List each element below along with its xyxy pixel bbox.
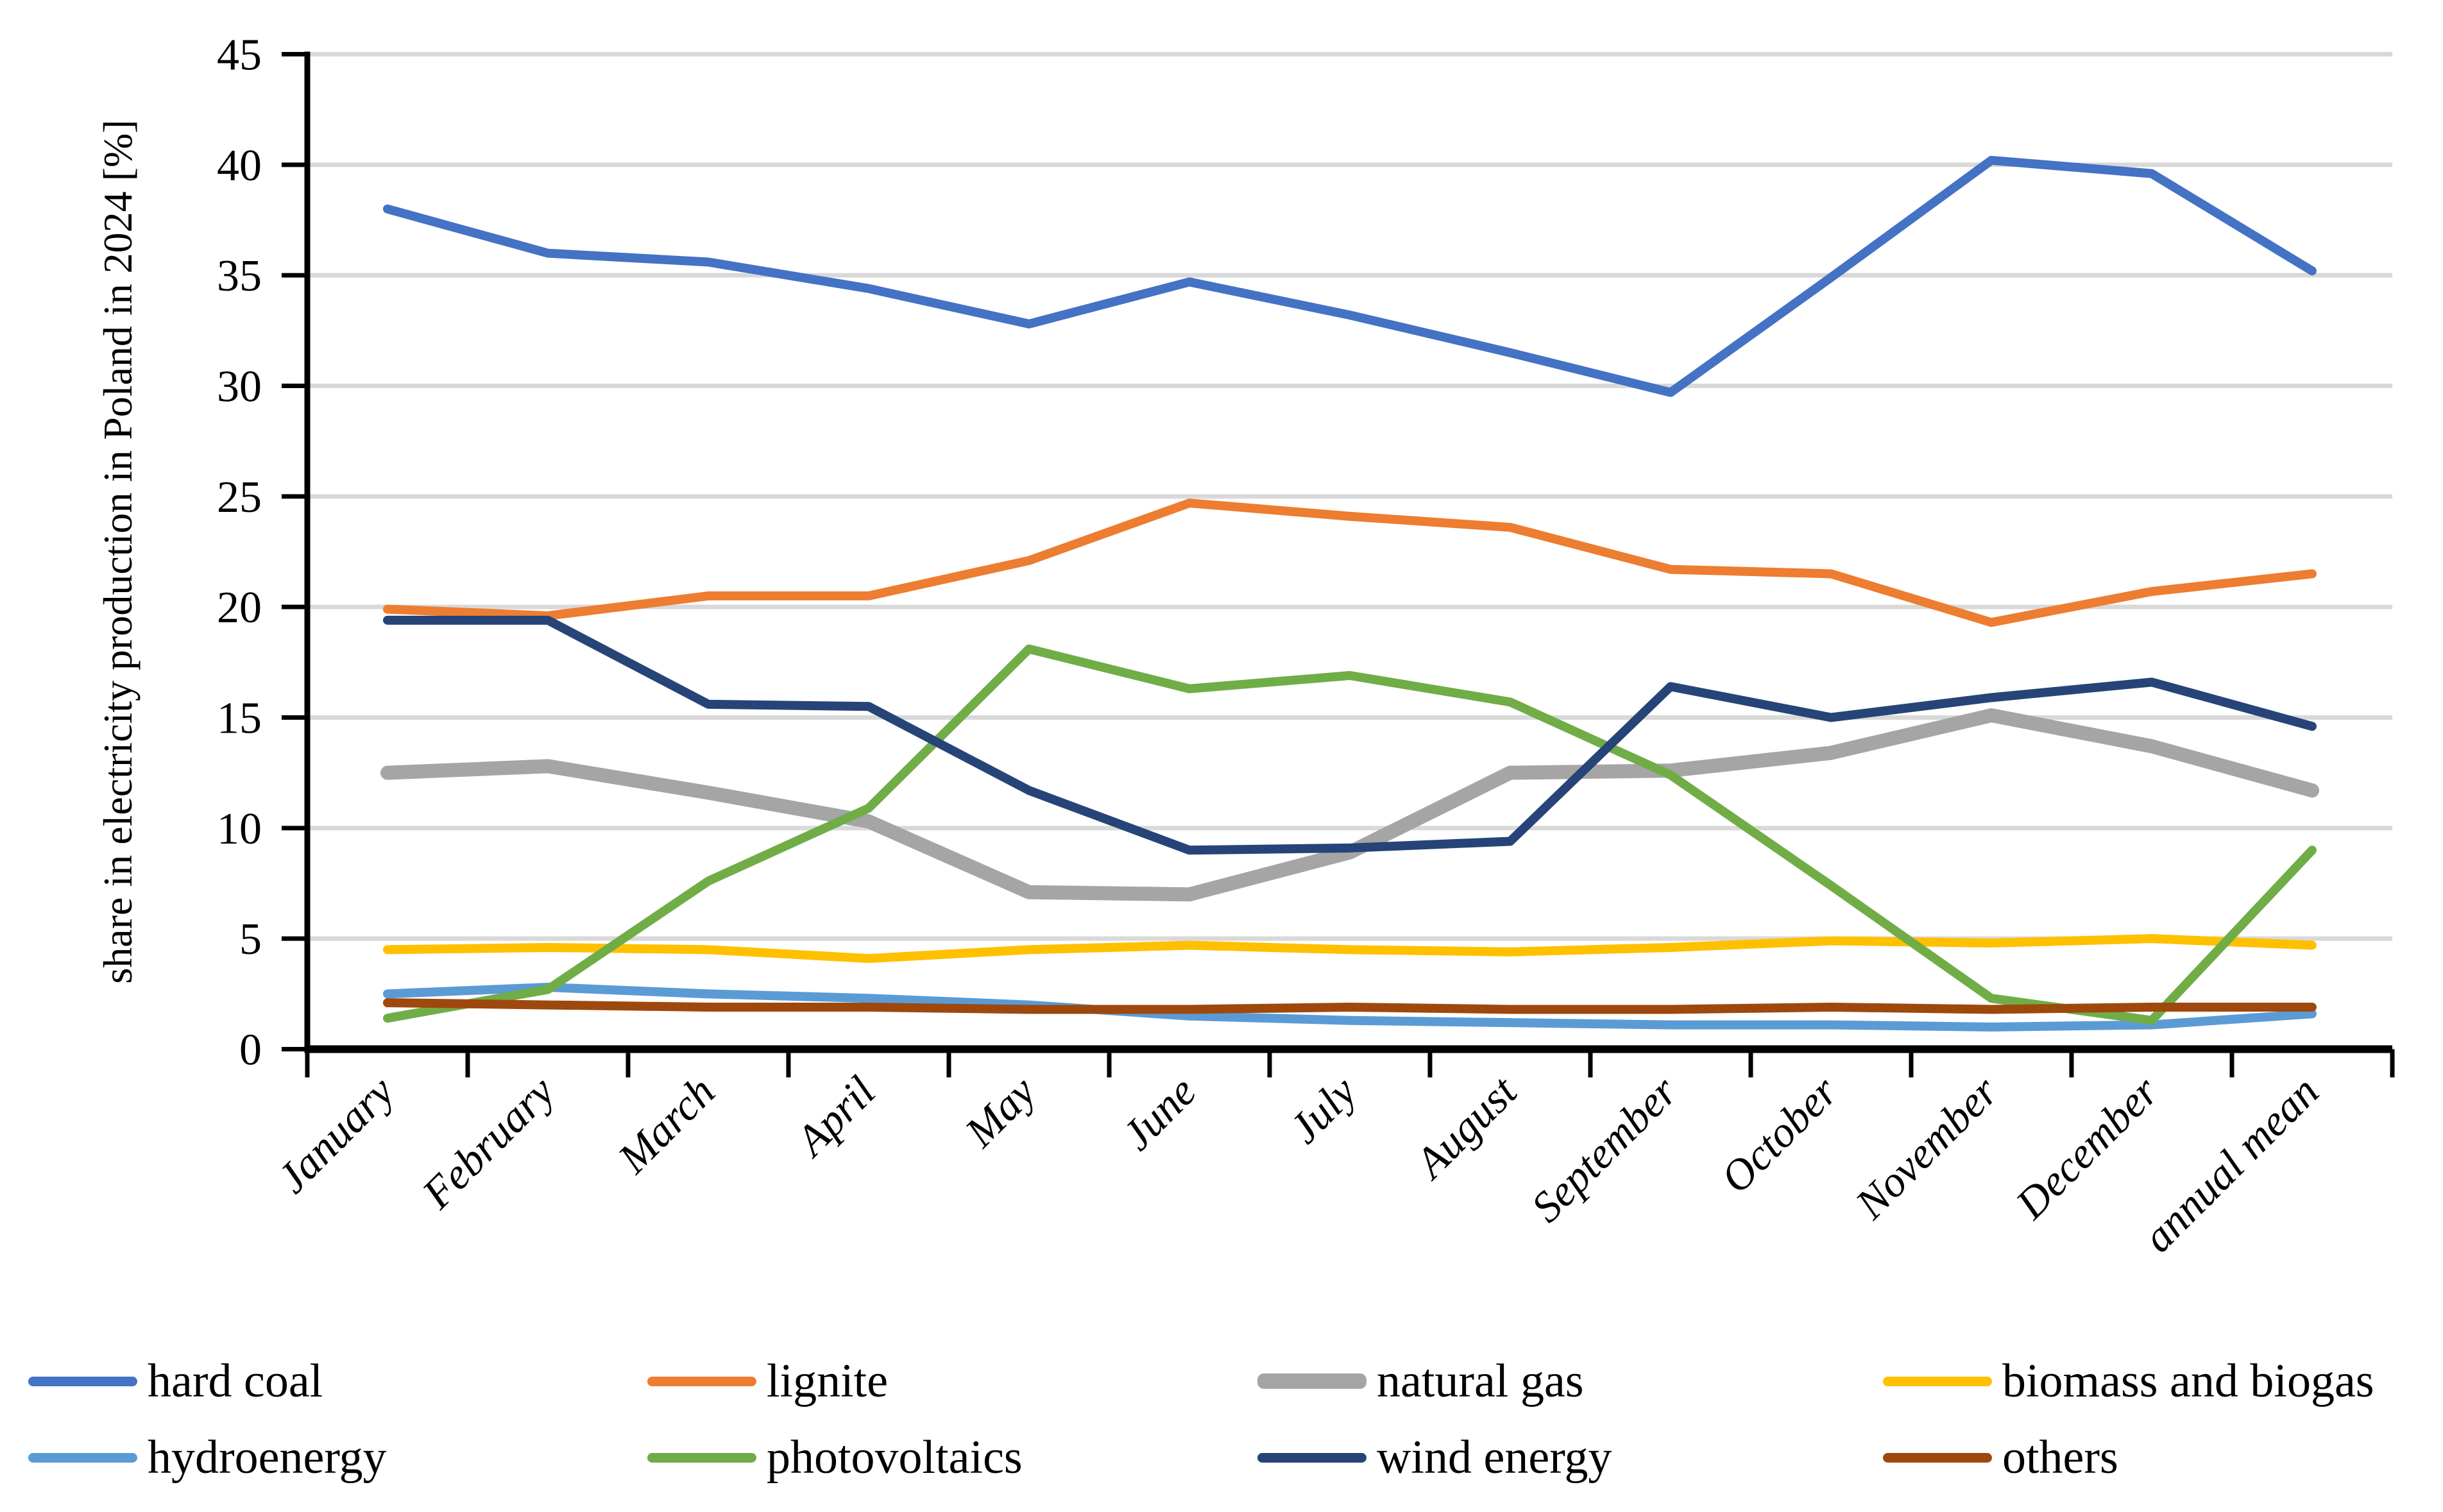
- x-label-April: April: [785, 1067, 884, 1166]
- x-label-December: December: [2006, 1066, 2168, 1228]
- x-label-January: January: [268, 1066, 404, 1202]
- x-label-June: June: [1112, 1067, 1205, 1160]
- y-tick-label-25: 25: [217, 473, 262, 522]
- x-label-August: August: [1404, 1066, 1527, 1189]
- y-tick-label-30: 30: [217, 362, 262, 411]
- axes: [282, 51, 2395, 1078]
- series-line-wind-energy: [383, 615, 2317, 855]
- y-tick-label-35: 35: [217, 251, 262, 301]
- y-tick-label-15: 15: [217, 693, 262, 743]
- y-tick-labels: 0 5 10 15 20 25 30 35 40 45: [217, 30, 262, 1075]
- x-label-May: May: [955, 1066, 1045, 1156]
- series-lines: [380, 155, 2319, 1032]
- x-category-labels: January February March April May June July Augu…: [268, 1066, 2328, 1261]
- y-tick-label-10: 10: [217, 804, 262, 854]
- series-line-hydroenergy: [383, 982, 2317, 1032]
- y-tick-label-20: 20: [217, 583, 262, 633]
- y-tick-label-5: 5: [239, 915, 262, 964]
- x-label-October: October: [1711, 1066, 1847, 1202]
- x-label-September: September: [1522, 1066, 1687, 1231]
- x-label-February: February: [413, 1066, 565, 1218]
- x-label-November: November: [1846, 1066, 2007, 1228]
- series-line-natural-gas: [380, 708, 2319, 902]
- x-label-July: July: [1280, 1066, 1366, 1152]
- series-line-photovoltaics: [383, 644, 2317, 1025]
- y-tick-label-45: 45: [217, 30, 262, 80]
- gridlines: [307, 51, 2392, 941]
- x-label-annual-mean: annual mean: [2133, 1067, 2328, 1261]
- x-label-March: March: [608, 1067, 724, 1183]
- y-axis-title: share in electricity production in Polan…: [95, 119, 140, 983]
- series-line-lignite: [383, 498, 2317, 627]
- y-tick-label-0: 0: [239, 1026, 262, 1075]
- series-line-others: [383, 998, 2317, 1014]
- series-line-hard-coal: [383, 155, 2317, 397]
- series-line-biomass-and-biogas: [383, 934, 2317, 964]
- y-tick-label-40: 40: [217, 141, 262, 191]
